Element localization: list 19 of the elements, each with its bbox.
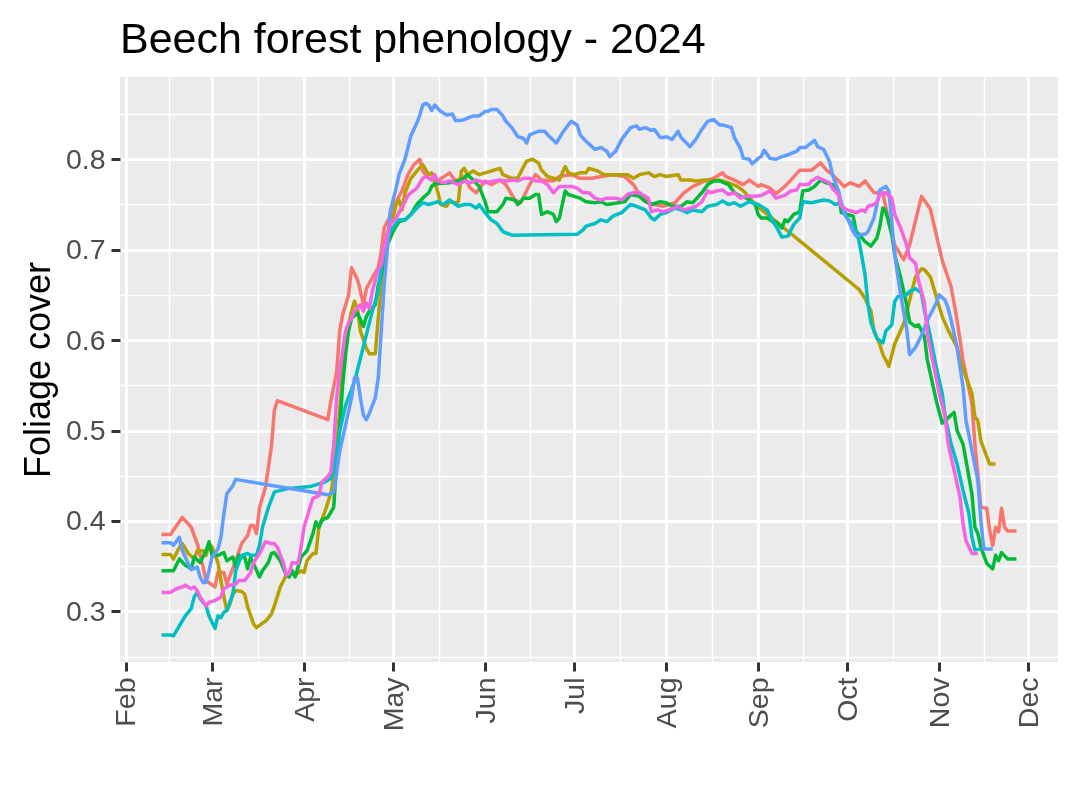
x-tick-label: Dec xyxy=(1011,677,1044,729)
x-tick-label: Aug xyxy=(649,677,682,729)
y-tick-label: 0.6 xyxy=(65,323,106,356)
y-tick-label: 0.5 xyxy=(65,414,106,447)
x-tick-label: Jun xyxy=(468,677,501,724)
y-tick-label: 0.7 xyxy=(65,233,106,266)
x-tick-label: Nov xyxy=(922,676,955,729)
x-tick-label: Apr xyxy=(287,677,320,722)
y-tick-label: 0.4 xyxy=(65,504,106,537)
y-tick-label: 0.8 xyxy=(65,142,106,175)
x-tick-label: Sep xyxy=(741,677,774,729)
x-tick-label: Mar xyxy=(195,677,228,727)
y-tick-label: 0.3 xyxy=(65,594,106,627)
x-tick-label: Jul xyxy=(557,677,590,714)
y-axis-title: Foliage cover xyxy=(16,261,58,479)
chart-title: Beech forest phenology - 2024 xyxy=(120,14,706,62)
x-tick-label: May xyxy=(376,676,409,732)
x-tick-label: Oct xyxy=(830,677,863,722)
x-tick-label: Feb xyxy=(109,677,142,727)
